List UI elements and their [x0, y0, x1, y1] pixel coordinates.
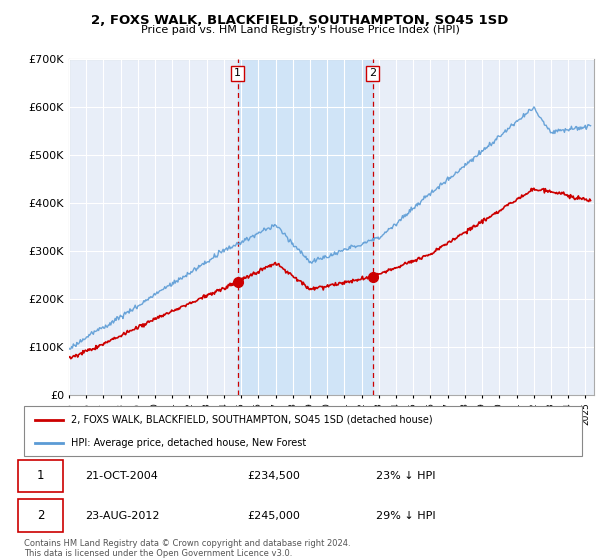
Text: 29% ↓ HPI: 29% ↓ HPI	[376, 511, 435, 521]
FancyBboxPatch shape	[24, 406, 582, 456]
Text: 1: 1	[234, 68, 241, 78]
Text: 1: 1	[37, 469, 44, 482]
Bar	[238, 59, 373, 395]
FancyBboxPatch shape	[19, 460, 63, 492]
Text: 2: 2	[37, 509, 44, 522]
Text: 2, FOXS WALK, BLACKFIELD, SOUTHAMPTON, SO45 1SD: 2, FOXS WALK, BLACKFIELD, SOUTHAMPTON, S…	[91, 14, 509, 27]
Text: 23% ↓ HPI: 23% ↓ HPI	[376, 471, 435, 481]
Text: HPI: Average price, detached house, New Forest: HPI: Average price, detached house, New …	[71, 438, 307, 448]
Text: 2, FOXS WALK, BLACKFIELD, SOUTHAMPTON, SO45 1SD (detached house): 2, FOXS WALK, BLACKFIELD, SOUTHAMPTON, S…	[71, 414, 433, 424]
Text: £245,000: £245,000	[247, 511, 300, 521]
FancyBboxPatch shape	[19, 500, 63, 532]
Text: 21-OCT-2004: 21-OCT-2004	[85, 471, 158, 481]
Text: Contains HM Land Registry data © Crown copyright and database right 2024.
This d: Contains HM Land Registry data © Crown c…	[24, 539, 350, 558]
Text: 2: 2	[369, 68, 376, 78]
Text: £234,500: £234,500	[247, 471, 300, 481]
Text: 23-AUG-2012: 23-AUG-2012	[85, 511, 160, 521]
Text: Price paid vs. HM Land Registry's House Price Index (HPI): Price paid vs. HM Land Registry's House …	[140, 25, 460, 35]
